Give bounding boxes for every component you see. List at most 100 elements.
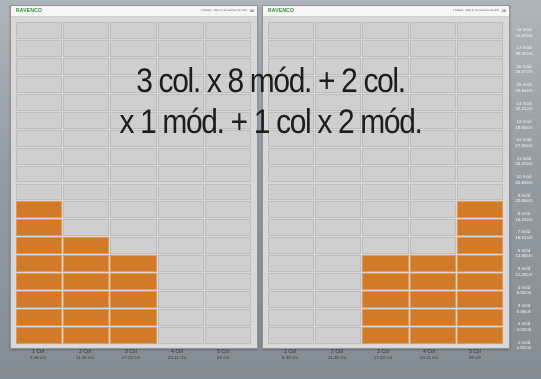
grid-module: [16, 75, 63, 93]
module-label: 17 mód 39.20cm: [515, 45, 533, 56]
grid-module: [157, 291, 204, 309]
module-label: 5 mód 11.25cm: [515, 266, 533, 277]
grid-module: [204, 183, 251, 201]
grid-module: [456, 273, 503, 291]
grid-module: [268, 237, 315, 255]
grid-module: [204, 22, 251, 39]
grid-module: [63, 93, 110, 111]
grid-module: [268, 291, 315, 309]
grid-module: [456, 75, 503, 93]
grid-module: [456, 111, 503, 129]
grid-module: [456, 201, 503, 219]
grid-module: [157, 57, 204, 75]
grid-module: [204, 291, 251, 309]
grid-module: [157, 147, 204, 165]
grid-module: [204, 75, 251, 93]
grid-module: [362, 237, 409, 255]
grid-module: [110, 111, 157, 129]
module-label: 8 mód 18.24cm: [515, 211, 533, 222]
grid-module: [63, 57, 110, 75]
grid-module: [456, 291, 503, 309]
grid-module: [204, 57, 251, 75]
grid-module: [204, 219, 251, 237]
grid-module: [268, 57, 315, 75]
grid-module: [204, 237, 251, 255]
grid-module: [409, 39, 456, 57]
grid-module: [204, 147, 251, 165]
grid-module: [157, 327, 204, 344]
grid-module: [16, 165, 63, 183]
grid-module: [362, 22, 409, 39]
right-page: RAVENCO 1 Sábado · Maio 27 de setembro d…: [262, 5, 510, 349]
grid-module: [268, 75, 315, 93]
grid-module: [204, 39, 251, 57]
grid-module: [157, 39, 204, 57]
grid-module: [362, 111, 409, 129]
grid-module: [16, 22, 63, 39]
grid-module: [110, 309, 157, 327]
grid-module: [110, 75, 157, 93]
grid-module: [157, 237, 204, 255]
grid-module: [16, 183, 63, 201]
module-grid-right: [268, 22, 504, 345]
grid-module: [157, 22, 204, 39]
grid-module: [63, 22, 110, 39]
grid-module: [204, 201, 251, 219]
grid-module: [315, 39, 362, 57]
grid-module: [268, 201, 315, 219]
grid-module: [63, 309, 110, 327]
grid-module: [63, 129, 110, 147]
grid-module: [110, 291, 157, 309]
grid-module: [204, 165, 251, 183]
column-label: 4 Col 23.11 cm: [419, 349, 439, 360]
grid-module: [204, 111, 251, 129]
grid-module: [157, 255, 204, 273]
grid-module: [315, 147, 362, 165]
grid-module: [63, 147, 110, 165]
grid-module: [409, 309, 456, 327]
grid-module: [204, 255, 251, 273]
grid-module: [268, 147, 315, 165]
grid-module: [362, 273, 409, 291]
grid-module: [16, 129, 63, 147]
grid-module: [409, 201, 456, 219]
grid-module: [456, 147, 503, 165]
grid-module: [362, 39, 409, 57]
grid-module: [268, 273, 315, 291]
grid-module: [362, 165, 409, 183]
grid-module: [362, 255, 409, 273]
grid-module: [315, 273, 362, 291]
page-number: 36: [249, 8, 254, 13]
grid-module: [63, 75, 110, 93]
grid-module: [362, 93, 409, 111]
column-label: 4 Col 23.11 cm: [167, 349, 187, 360]
grid-module: [110, 201, 157, 219]
grid-module: [268, 111, 315, 129]
grid-module: [268, 183, 315, 201]
grid-module: [362, 201, 409, 219]
module-label: 15 mód 34.54cm: [515, 82, 533, 93]
module-label: 2 mód 4.26cm: [516, 321, 532, 332]
grid-module: [362, 57, 409, 75]
column-label: 1 Col 5.48 cm: [29, 349, 46, 360]
module-label: 9 mód 20.56cm: [515, 192, 533, 204]
grid-module: [204, 93, 251, 111]
grid-module: [268, 93, 315, 111]
grid-module: [409, 237, 456, 255]
grid-module: [409, 93, 456, 111]
grid-module: [110, 165, 157, 183]
grid-module: [157, 219, 204, 237]
grid-module: [63, 327, 110, 344]
grid-module: [315, 129, 362, 147]
grid-module: [204, 309, 251, 327]
grid-module: [63, 219, 110, 237]
module-label: 14 mód 32.21cm: [515, 100, 533, 112]
grid-module: [456, 165, 503, 183]
module-label: 1 mód 1.93cm: [516, 339, 532, 351]
grid-module: [315, 237, 362, 255]
grid-module: [268, 219, 315, 237]
grid-module: [110, 22, 157, 39]
grid-module: [268, 22, 315, 39]
grid-module: [63, 111, 110, 129]
grid-module: [16, 39, 63, 57]
